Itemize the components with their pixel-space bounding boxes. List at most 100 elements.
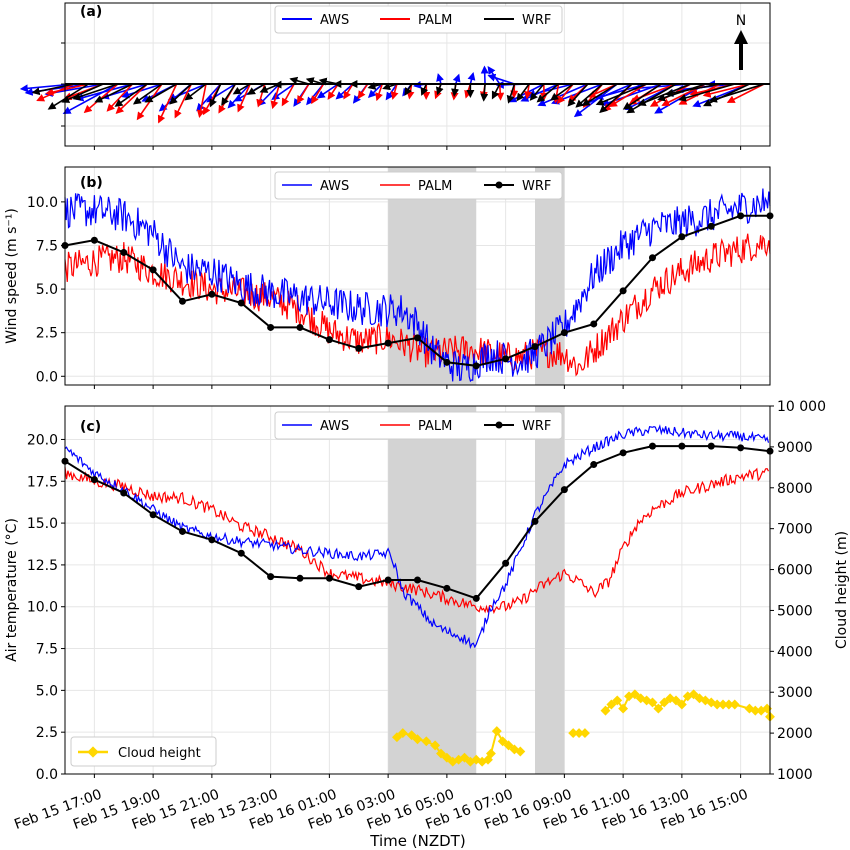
- wrf-point: [590, 320, 598, 328]
- wind-vector-wrf: [94, 83, 133, 103]
- panel-c-series: [61, 424, 775, 767]
- wind-vector-aws: [487, 73, 515, 85]
- wind-vector-wrf: [435, 83, 444, 96]
- panel-b-label: (b): [80, 175, 103, 191]
- wrf-point: [296, 574, 304, 582]
- panel-b-series: [61, 188, 774, 383]
- y-tick-label: 5.0: [36, 683, 58, 699]
- wind-vector-wrf: [599, 83, 633, 114]
- cloud-height-point: [568, 728, 579, 739]
- legend-a-aws-label: AWS: [320, 13, 349, 28]
- cloud-height-point: [406, 730, 417, 741]
- wind-vector-wrf: [72, 83, 119, 101]
- wrf-point: [90, 236, 98, 244]
- wrf-point: [355, 583, 363, 591]
- wind-vector-palm: [556, 83, 574, 105]
- legend-c-wrf-marker: [495, 421, 503, 429]
- wrf-point: [560, 329, 568, 337]
- wind-vector-wrf: [31, 83, 74, 96]
- wrf-point: [414, 576, 421, 584]
- wind-vector-palm: [45, 83, 89, 96]
- legend-cloud-label: Cloud height: [118, 746, 201, 761]
- wind-vector-wrf: [506, 83, 516, 104]
- wind-vector-wrf: [114, 83, 148, 107]
- panel-c-legend: AWS PALM WRF: [274, 411, 563, 440]
- cloud-height-point: [430, 740, 441, 751]
- panel-a-legend: AWS PALM WRF: [274, 5, 563, 34]
- wrf-point: [384, 339, 392, 347]
- series-line-palm: [64, 233, 771, 377]
- wind-vector-palm: [296, 83, 310, 104]
- wind-vector-aws: [367, 83, 383, 99]
- cloud-height-point: [421, 736, 432, 747]
- wind-vector-wrf: [626, 83, 677, 114]
- wrf-point: [267, 323, 275, 331]
- wind-vector-wrf: [516, 83, 530, 102]
- wrf-point: [384, 576, 392, 584]
- wind-vector-wrf: [708, 83, 765, 103]
- wind-vector-palm: [702, 83, 750, 98]
- wrf-point: [531, 517, 539, 525]
- wind-vector-wrf: [491, 83, 501, 100]
- y-right-tick-label: 6000: [777, 563, 813, 579]
- wind-vector-aws: [537, 83, 589, 107]
- cloud-height-point: [729, 699, 740, 710]
- cloud-height-point: [618, 703, 629, 714]
- wind-vector-palm: [106, 83, 134, 112]
- y-right-tick-label: 8000: [777, 481, 813, 497]
- y-tick-label: 17.5: [27, 474, 58, 490]
- wrf-point: [90, 476, 98, 484]
- north-label: N: [736, 13, 746, 29]
- wrf-point: [179, 527, 186, 535]
- wind-vector-palm: [311, 83, 325, 105]
- cloud-height-point: [659, 697, 670, 708]
- wind-vector-palm: [196, 83, 207, 119]
- wind-vector-palm: [496, 83, 505, 101]
- cloud-height-point: [712, 699, 723, 710]
- wrf-point: [120, 248, 128, 256]
- panel-a-label: (a): [80, 4, 102, 20]
- wind-vector-palm: [174, 83, 193, 119]
- y-right-tick-label: 5000: [777, 603, 813, 619]
- wrf-point: [443, 584, 451, 592]
- cloud-height-point: [497, 736, 508, 747]
- legend-a-palm-label: PALM: [418, 13, 452, 28]
- panel-c-ylabel-right: Cloud height (m): [834, 531, 850, 649]
- wrf-point: [296, 323, 304, 331]
- legend-b-aws-label: AWS: [320, 179, 349, 194]
- y-tick-label: 5.0: [36, 282, 58, 298]
- wrf-point: [707, 442, 715, 450]
- wrf-point: [179, 297, 186, 305]
- panel-c-frame: [64, 405, 771, 775]
- wrf-point: [649, 442, 656, 450]
- wrf-point: [149, 511, 157, 519]
- wind-vector-wrf: [420, 83, 429, 96]
- series-line-aws: [64, 424, 770, 650]
- y-tick-label: 10.0: [27, 195, 58, 211]
- panel-b-legend: AWS PALM WRF: [274, 171, 563, 200]
- wind-vector-wrf: [404, 83, 413, 96]
- series-line-aws: [64, 188, 771, 383]
- wind-vector-wrf: [550, 83, 574, 101]
- cloud-height-point: [391, 732, 402, 743]
- wrf-point: [502, 559, 510, 567]
- cloud-height-point: [579, 728, 590, 739]
- cloud-height-point: [671, 695, 681, 706]
- wrf-point: [325, 574, 333, 582]
- wind-vector-wrf: [575, 83, 604, 108]
- y-right-tick-label: 7000: [777, 522, 813, 538]
- wind-vector-wrf: [536, 83, 560, 103]
- legend-b-wrf-marker: [495, 181, 503, 189]
- shaded-period: [535, 406, 565, 774]
- wrf-point: [149, 266, 157, 274]
- cloud-height-point: [718, 699, 728, 710]
- legend-c-palm-label: PALM: [418, 419, 452, 434]
- legend-a-wrf-label: WRF: [522, 13, 551, 28]
- wind-vector-wrf: [581, 83, 618, 106]
- cloud-height-point: [397, 728, 408, 739]
- wind-vector-palm: [157, 83, 178, 124]
- wind-vector-palm: [83, 83, 119, 114]
- wrf-point: [649, 254, 656, 262]
- wind-vector-wrf: [169, 83, 192, 105]
